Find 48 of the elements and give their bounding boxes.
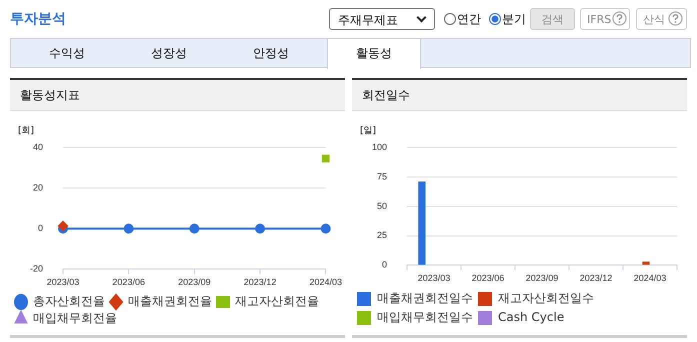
point — [189, 224, 200, 234]
legend-label: 총자산회전율 — [33, 294, 105, 308]
x-tick-label: 2023/12 — [244, 277, 276, 288]
y-tick-label: 0 — [38, 223, 44, 234]
legend-label: 재고자산회전일수 — [498, 291, 594, 306]
text: 산식 — [636, 8, 687, 30]
text: 연간 — [457, 11, 481, 28]
legend-label: 매출채권회전일수 — [377, 291, 473, 306]
legend-label: Cash Cycle — [498, 310, 564, 324]
chart-title: 회전일수 — [352, 80, 687, 111]
x-tick-label: 2024/03 — [309, 277, 342, 288]
point — [58, 220, 68, 231]
legend-label: 매입채무회전일수 — [377, 310, 473, 324]
y-axis-title: [회] — [18, 125, 34, 137]
x-tick-label: 2023/09 — [526, 273, 558, 284]
x-tick-label: 2023/09 — [178, 277, 211, 288]
text: 분기 — [502, 11, 526, 28]
x-tick-label: 2023/06 — [112, 277, 145, 288]
x-tick-label: 2023/03 — [418, 273, 450, 284]
y-tick-label: 40 — [32, 142, 44, 152]
text: 활동성 — [327, 39, 421, 69]
x-tick-label: 2024/03 — [634, 273, 666, 284]
y-axis-title: [일] — [360, 125, 376, 137]
point — [255, 224, 266, 234]
legend-label: 재고자산회전율 — [235, 294, 319, 308]
legend-label: 매입채무회전율 — [33, 311, 117, 326]
x-tick-label: 2023/06 — [472, 273, 504, 284]
x-tick-label: 2023/12 — [580, 273, 612, 284]
text: 투자분석 — [10, 10, 66, 28]
y-tick-label: 25 — [377, 230, 388, 240]
point — [322, 154, 330, 162]
legend-label: 매출채권회전율 — [128, 294, 212, 308]
y-tick-label: 75 — [377, 171, 388, 182]
y-tick-label: 0 — [382, 260, 388, 270]
y-tick-label: -20 — [30, 264, 44, 274]
point — [124, 224, 134, 234]
text: 성장성 — [150, 45, 188, 62]
text: 안정성 — [252, 45, 290, 62]
chart-title: 활동성지표 — [10, 80, 345, 111]
y-tick-label: 100 — [372, 142, 388, 152]
text: 주재무제표 — [329, 8, 435, 30]
y-tick-label: 50 — [377, 200, 388, 211]
point — [320, 224, 331, 234]
y-tick-label: 20 — [32, 182, 44, 192]
text: 수익성 — [48, 45, 86, 62]
text: 검색 — [530, 8, 575, 30]
text: IFRS — [580, 8, 630, 30]
x-tick-label: 2023/03 — [46, 277, 80, 288]
